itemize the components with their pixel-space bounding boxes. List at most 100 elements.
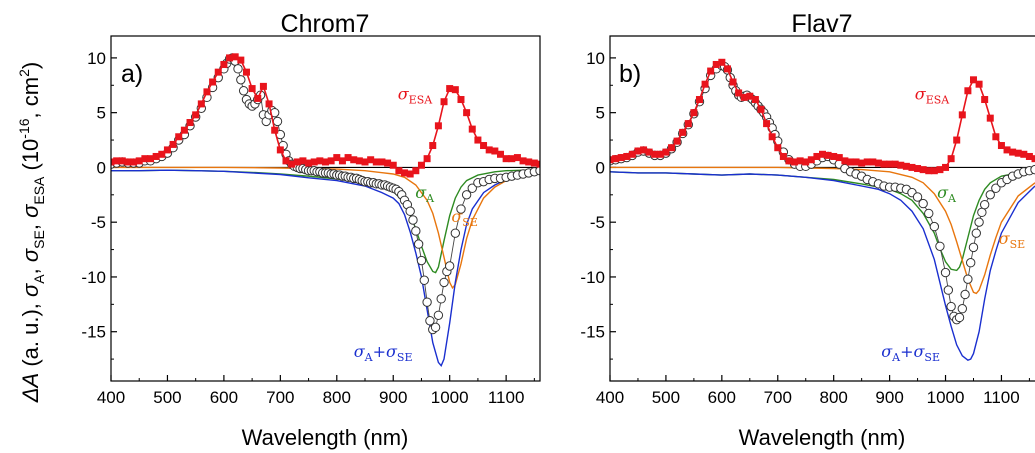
data-point-circle [236,75,246,85]
data-point-circle [450,228,461,238]
data-point-square [248,85,256,93]
annotation-part: σ [398,85,410,104]
series-sigma_a [610,170,1035,272]
data-point-square [757,105,765,113]
data-point-circle [957,304,968,314]
data-point-square [936,166,944,174]
data-point-square [338,157,346,165]
data-point-square [969,76,977,84]
annotation-a: σA [415,183,435,205]
data-point-circle [918,198,928,209]
data-point-square [231,53,239,61]
data-point-circle [233,64,243,74]
annotation-part: σ [913,342,925,361]
data-point-square [322,158,329,166]
y-tick-label: 5 [596,104,605,123]
data-point-square [186,119,194,127]
annotation-esa: σESA [915,85,950,107]
data-point-square [880,160,888,168]
data-point-square [897,161,905,169]
data-point-circle [954,312,965,323]
annotation-part: σ [881,342,893,361]
data-point-square [327,157,335,165]
annotation-part: SE [924,351,940,364]
x-tick-label: 400 [596,388,624,407]
data-point-square [930,167,938,175]
annotation-part: SE [1010,238,1026,251]
panel-a-axes: 400 500 600 700 800 900 1000 1100 -15 -10 -5 0 5 10 [81,49,535,407]
data-point-square [785,157,793,165]
data-point-square [305,159,313,167]
data-point-square [147,155,155,163]
series-delta_a [111,53,540,335]
data-point-square [474,136,482,144]
data-point-square [446,85,454,93]
data-point-square [852,158,860,166]
data-point-square [135,157,143,165]
data-point-square [819,150,826,158]
panel-b-title: Flav7 [791,10,852,38]
data-point-square [869,158,877,166]
annotation-part: σ [415,183,427,202]
annotation-se: σSE [999,229,1026,251]
annotation-part: σ [915,85,927,104]
data-point-square [863,158,871,166]
x-tick-label: 1000 [431,388,469,407]
panel-b-label: b) [619,60,641,88]
data-point-square [858,159,866,167]
data-point-square [502,155,510,163]
data-point-square [372,158,380,166]
data-point-square [824,151,832,159]
y-tick-label: -5 [590,213,605,232]
annotation-sum: σA+σSE [881,342,940,364]
y-tick-label: -15 [580,323,605,342]
annotation-part: A [947,192,957,205]
data-point-square [417,161,425,169]
annotation-part: σ [999,229,1011,248]
data-point-square [690,109,698,117]
data-point-circle [436,294,446,304]
data-point-square [350,156,358,164]
y-tick-label: 0 [97,158,106,177]
data-point-square [1003,146,1011,154]
x-tick-label: 1100 [983,388,1020,407]
y-tick-label: -5 [91,213,106,232]
data-point-square [158,150,166,158]
data-point-square [997,142,1005,150]
panel-a-label: a) [121,60,143,88]
data-point-square [1020,150,1028,158]
data-point-square [942,163,950,171]
data-point-square [214,68,222,76]
data-point-square [141,155,149,163]
data-point-square [958,111,966,119]
data-point-square [886,160,894,168]
data-point-circle [413,239,424,249]
data-point-square [316,157,324,165]
data-point-square [981,96,989,104]
data-point-circle [912,192,923,202]
data-point-square [807,156,815,164]
data-point-square [830,152,838,160]
data-point-square [226,54,234,62]
data-point-circle [977,207,987,218]
data-point-square [530,159,538,167]
x-tick-label: 900 [875,388,903,407]
annotation-part: A [891,351,901,364]
data-point-circle [467,183,477,193]
annotation-sum: σA+σSE [354,342,413,364]
data-point-square [992,133,1000,141]
data-point-square [656,150,664,158]
x-tick-label: 1000 [927,388,965,407]
data-point-square [640,146,648,154]
data-point-circle [968,242,979,253]
data-point-square [434,122,442,130]
data-point-square [468,125,476,133]
data-point-square [203,88,211,96]
data-point-square [192,111,200,119]
data-point-square [288,160,296,168]
data-point-square [1009,148,1017,156]
data-point-square [891,160,899,168]
